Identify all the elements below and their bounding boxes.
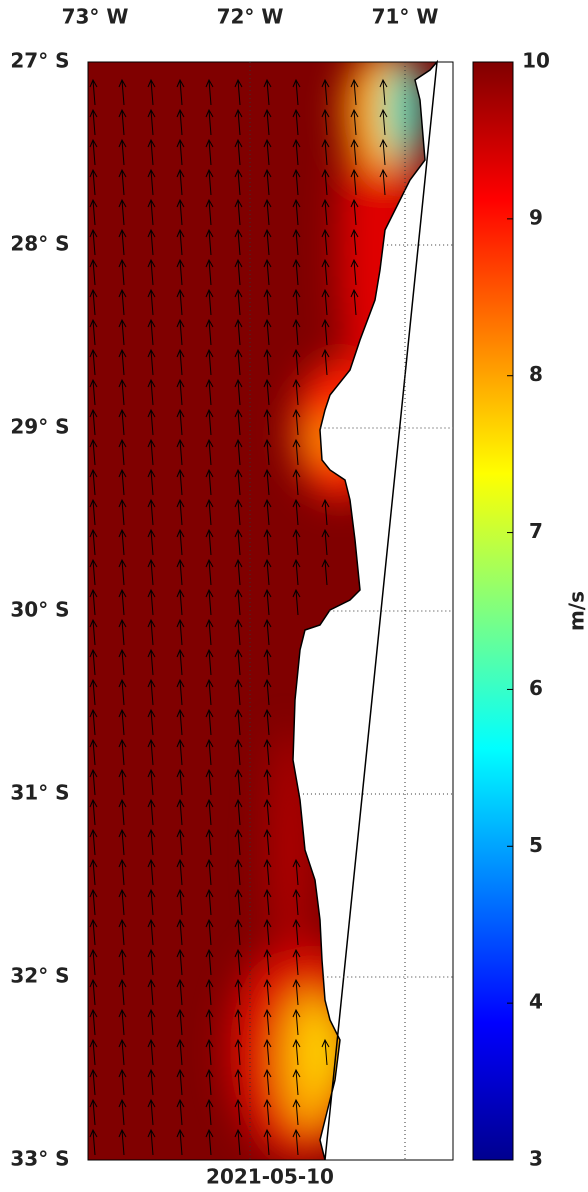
colorbar-tick-label: 4 [529, 990, 543, 1014]
lon-tick-label: 73° W [62, 5, 129, 29]
colorbar-tick-label: 10 [522, 49, 550, 73]
lat-tick-label: 28° S [10, 232, 69, 256]
date-label: 2021-05-10 [206, 1165, 334, 1189]
lat-tick-label: 32° S [10, 964, 69, 988]
lat-tick-label: 27° S [10, 49, 69, 73]
colorbar-tick-label: 5 [529, 833, 543, 857]
colorbar-tick-label: 6 [529, 676, 543, 700]
colorbar-tick-label: 8 [529, 362, 543, 386]
lat-tick-label: 31° S [10, 781, 69, 805]
lon-tick-label: 71° W [372, 5, 439, 29]
lat-tick-label: 33° S [10, 1147, 69, 1171]
colorbar [473, 62, 513, 1160]
colorbar-tick-label: 9 [529, 205, 543, 229]
lat-tick-label: 29° S [10, 415, 69, 439]
lon-tick-label: 72° W [217, 5, 284, 29]
wind-field [88, 50, 453, 1160]
colorbar-tick-label: 3 [529, 1147, 543, 1171]
colorbar-label: m/s [565, 591, 588, 631]
colorbar-tick-label: 7 [529, 519, 543, 543]
lat-tick-label: 30° S [10, 598, 69, 622]
